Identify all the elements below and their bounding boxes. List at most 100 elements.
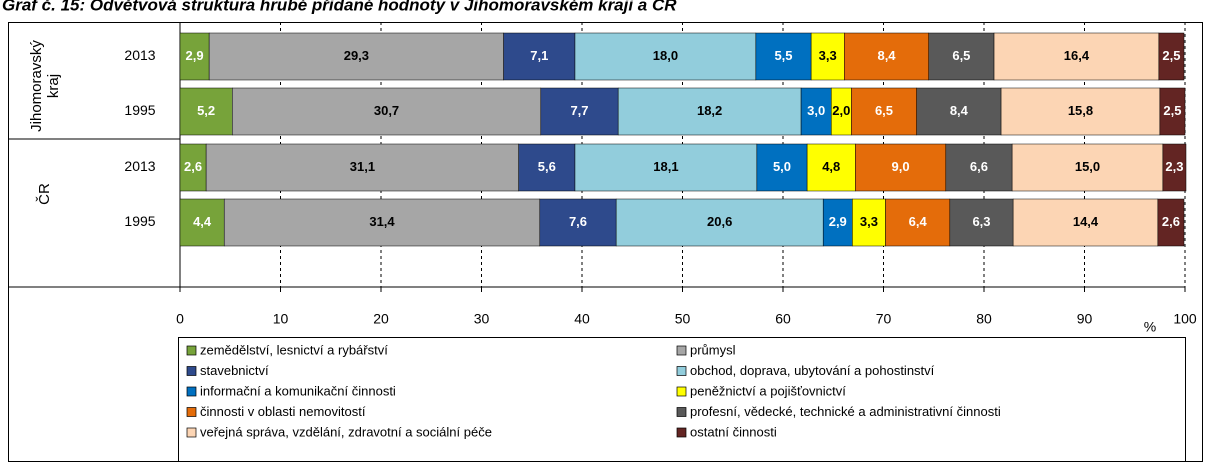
bar-segment: [855, 143, 947, 192]
bar-segment: [232, 87, 542, 136]
legend-label: průmysl: [690, 342, 736, 357]
data-label: 2,6: [1162, 214, 1180, 229]
x-tick-label: 90: [1077, 311, 1093, 327]
legend-label: obchod, doprava, ubytování a pohostinstv…: [690, 363, 935, 378]
bar-segment: [755, 32, 812, 81]
bar-segment: [852, 198, 886, 247]
bar-segment: [179, 198, 225, 247]
bar-segment: [844, 32, 929, 81]
bar-segment: [1011, 143, 1164, 192]
data-label: 16,4: [1064, 48, 1090, 63]
bar-segment: [617, 87, 802, 136]
data-label: 6,6: [970, 159, 988, 174]
data-label: 6,3: [972, 214, 990, 229]
bar-segment: [574, 32, 757, 81]
data-label: 4,8: [822, 159, 840, 174]
legend-label: stavebnictví: [200, 363, 269, 378]
bar-segment: [540, 87, 619, 136]
data-label: 7,1: [530, 48, 548, 63]
data-label: 14,4: [1073, 214, 1099, 229]
bar-segment: [993, 32, 1160, 81]
legend-swatch: [676, 407, 687, 417]
bar-segment: [223, 198, 541, 247]
data-label: 31,4: [369, 214, 395, 229]
x-tick-label: 40: [574, 311, 590, 327]
data-label: 30,7: [374, 103, 399, 118]
legend-label: profesní, vědecké, technické a administr…: [690, 404, 1001, 419]
data-label: 31,1: [350, 159, 375, 174]
legend-swatch: [676, 386, 687, 397]
data-label: 5,0: [773, 159, 791, 174]
bar-segment: [949, 198, 1014, 247]
legend-swatch: [676, 427, 687, 438]
data-label: 2,3: [1165, 159, 1183, 174]
bar-segment: [885, 198, 951, 247]
legend-label: činnosti v oblasti nemovitostí: [200, 404, 366, 419]
bar-segment: [1159, 87, 1186, 136]
bar-segment: [800, 87, 832, 136]
bar-segment: [1000, 87, 1161, 136]
bar-segment: [179, 143, 207, 192]
data-label: 9,0: [892, 159, 910, 174]
bar-segment: [810, 32, 845, 81]
legend-label: informační a komunikační činnosti: [200, 383, 396, 398]
y-tick-label: 1995: [124, 102, 155, 118]
y-tick-label: 1995: [124, 213, 155, 229]
bar-segment: [851, 87, 917, 136]
bar-segment: [518, 143, 576, 192]
legend-label: peněžnictví a pojišťovnictví: [690, 383, 846, 398]
data-label: 2,9: [186, 48, 204, 63]
legend-swatch: [676, 366, 687, 376]
bar-segment: [574, 143, 758, 192]
data-label: 8,4: [877, 48, 896, 63]
bar-segment: [928, 32, 995, 81]
bar-segment: [945, 143, 1013, 192]
data-label: 3,3: [860, 214, 878, 229]
x-tick-label: 80: [976, 311, 992, 327]
data-label: 18,1: [653, 159, 678, 174]
x-tick-label: 10: [273, 311, 289, 327]
bar-segment: [916, 87, 1002, 136]
bar-segment: [806, 143, 856, 192]
data-label: 5,6: [538, 159, 556, 174]
bar-segment: [1158, 32, 1185, 81]
y-tick-label: 2013: [124, 47, 155, 63]
x-tick-label: 20: [373, 311, 389, 327]
data-label: 18,2: [697, 103, 722, 118]
data-label: 8,4: [950, 103, 969, 118]
x-tick-label: 60: [775, 311, 791, 327]
legend-swatch: [186, 427, 197, 438]
bar-segment: [822, 198, 853, 247]
legend-box: [178, 337, 1186, 462]
data-label: 7,6: [569, 214, 587, 229]
data-label: 5,2: [197, 103, 215, 118]
bar-segment: [1012, 198, 1159, 247]
legend-label: veřejná správa, vzdělání, zdravotní a so…: [200, 424, 492, 439]
data-label: 3,3: [819, 48, 837, 63]
y-tick-label: 2013: [124, 158, 155, 174]
bar-segment: [208, 32, 504, 81]
data-label: 2,5: [1162, 48, 1180, 63]
data-label: 15,0: [1075, 159, 1100, 174]
data-label: 7,7: [570, 103, 588, 118]
data-label: 18,0: [653, 48, 678, 63]
legend-swatch: [186, 386, 197, 397]
bar-segment: [1157, 198, 1185, 247]
data-label: 29,3: [344, 48, 369, 63]
data-label: 6,5: [952, 48, 970, 63]
legend-swatch: [186, 407, 197, 417]
data-label: 2,0: [832, 103, 850, 118]
data-label: 5,5: [774, 48, 792, 63]
bar-segment: [179, 87, 233, 136]
legend-label: ostatní činnosti: [690, 424, 777, 439]
x-tick-label: 70: [876, 311, 892, 327]
bar-segment: [1162, 143, 1187, 192]
data-label: 15,8: [1068, 103, 1093, 118]
x-tick-label: 50: [675, 311, 691, 327]
data-label: 6,4: [909, 214, 928, 229]
x-tick-label: 0: [176, 311, 184, 327]
x-axis-label: %: [1144, 319, 1156, 335]
data-label: 4,4: [193, 214, 212, 229]
data-label: 3,0: [807, 103, 825, 118]
x-tick-label: 100: [1173, 311, 1197, 327]
